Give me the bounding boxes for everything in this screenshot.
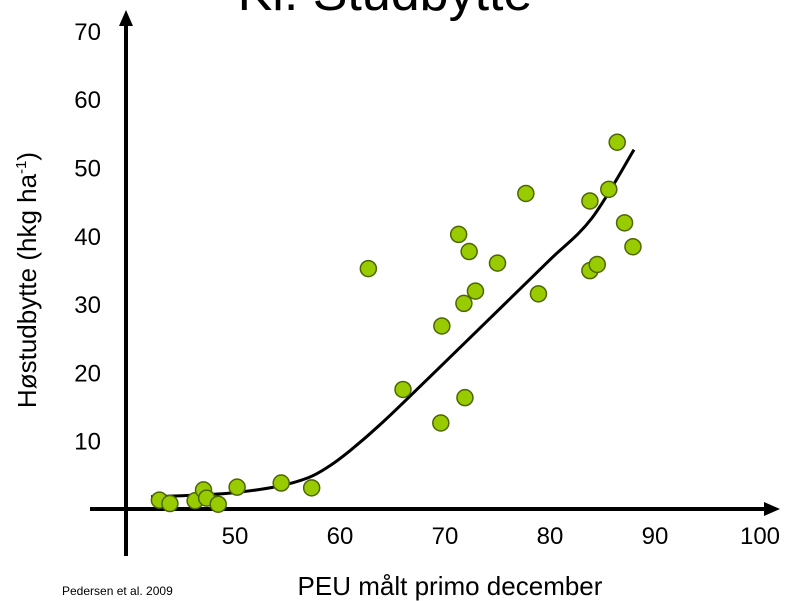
x-axis-arrowhead	[764, 502, 780, 516]
y-tick-label: 50	[74, 156, 101, 183]
data-point	[517, 184, 535, 203]
data-point	[161, 494, 179, 513]
data-point	[588, 255, 606, 274]
data-point	[272, 474, 290, 492]
data-point	[359, 259, 378, 278]
x-tick-label: 90	[642, 523, 669, 550]
data-point	[302, 479, 321, 497]
data-point	[615, 214, 634, 232]
chart-title: Kl. Studbytte	[238, 0, 533, 22]
source-note: Pedersen et al. 2009	[62, 584, 173, 598]
fit-line	[150, 148, 636, 499]
data-point	[466, 282, 485, 300]
data-point	[228, 478, 246, 496]
y-tick-label: 10	[74, 429, 101, 456]
data-point	[433, 317, 451, 335]
y-axis-arrowhead	[119, 10, 133, 26]
data-point	[581, 192, 599, 210]
data-point	[209, 495, 227, 513]
y-tick-labels: 10 20 30 40 50 60 70	[74, 19, 101, 456]
data-point	[624, 237, 642, 256]
y-axis-title-close: )	[12, 152, 42, 161]
x-tick-label: 70	[432, 523, 459, 550]
y-tick-label: 60	[74, 87, 101, 114]
data-point	[460, 242, 478, 261]
x-tick-label: 60	[327, 523, 354, 550]
y-tick-label: 70	[74, 19, 101, 46]
data-point	[608, 133, 626, 151]
data-point	[488, 254, 507, 272]
data-point	[455, 294, 473, 313]
data-point	[394, 380, 412, 399]
x-tick-label: 80	[537, 523, 564, 550]
y-axis-title-superscript: -1	[13, 161, 30, 174]
x-tick-labels: 50 60 70 80 90 100	[222, 523, 780, 550]
y-tick-label: 20	[74, 360, 101, 387]
data-point	[529, 285, 548, 303]
x-tick-label: 100	[740, 523, 780, 550]
data-point	[600, 180, 618, 199]
y-axis-title: Høstudbytte (hkg ha-1)	[12, 152, 42, 408]
data-point	[456, 388, 474, 407]
y-tick-label: 30	[74, 292, 101, 319]
y-tick-label: 40	[74, 224, 101, 251]
data-point	[432, 414, 450, 432]
y-axis-title-main: Høstudbytte (hkg ha	[12, 173, 42, 408]
data-point	[449, 225, 468, 244]
data-points	[150, 133, 642, 513]
x-axis-title: PEU målt primo december	[298, 571, 603, 601]
x-tick-label: 50	[222, 523, 249, 550]
